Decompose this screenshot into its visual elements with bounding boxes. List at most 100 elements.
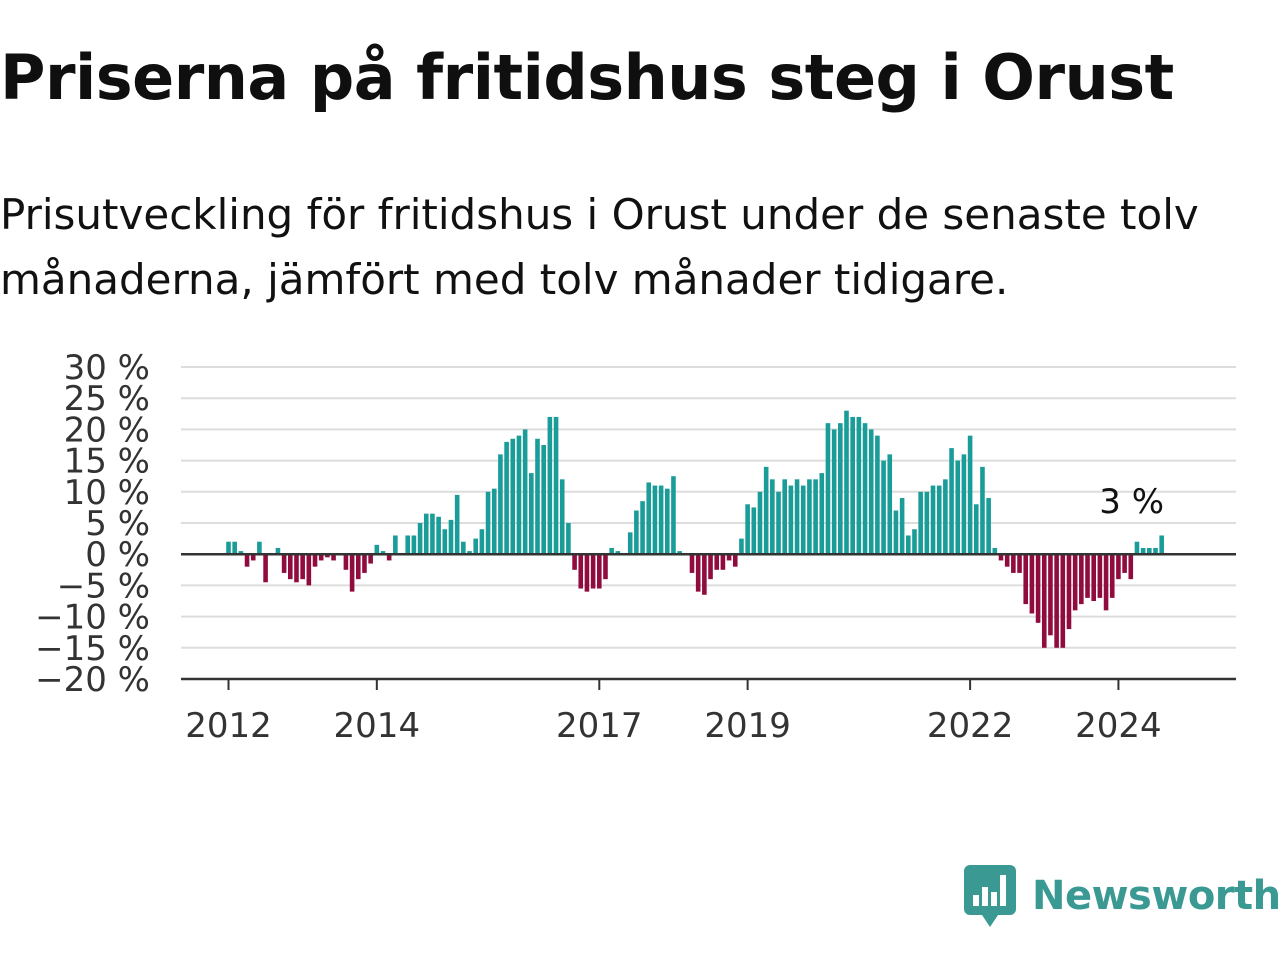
bar [244,554,250,567]
grid-lines [181,366,1236,649]
bar [516,435,522,555]
x-tick-label: 2019 [704,706,791,746]
bar [862,423,868,555]
bar [1109,554,1115,598]
bars [226,410,1164,648]
bar [819,473,825,555]
bar [294,554,299,583]
bar [553,416,559,555]
bar [652,485,658,555]
bar [634,510,639,555]
x-tick-label: 2022 [927,706,1014,746]
bar [442,529,448,555]
bar [788,485,794,555]
newsworthy-logo: Newsworthy [964,864,1280,928]
axes [181,552,1236,690]
bar [584,554,590,592]
bar [331,554,336,561]
bar [510,438,516,555]
bar [627,532,633,555]
bar [770,479,775,555]
bar [1116,554,1121,580]
bar [1085,554,1090,598]
latest-value-annotation: 3 % [1099,482,1164,522]
bar [405,535,411,555]
bar [1060,554,1066,648]
y-tick-label: −15 % [35,629,150,669]
bar [411,535,417,555]
bar [535,438,540,555]
bar [726,554,732,561]
bar [355,554,361,580]
bar [918,491,923,555]
bar [559,479,565,555]
x-tick-label: 2024 [1075,706,1162,746]
bar [702,554,707,595]
bar [1097,554,1103,598]
bar [930,485,936,555]
bar [943,479,948,555]
bar [547,416,553,555]
bar [875,435,880,555]
bar [640,501,645,555]
bar [689,554,695,573]
bar [1134,541,1140,555]
bar [924,491,930,555]
y-tick-label: 25 % [64,379,150,419]
bar [312,554,318,567]
bar [226,541,231,555]
bar [1153,547,1158,555]
y-tick-label: −5 % [57,566,150,606]
bar [368,554,373,564]
bar [800,485,806,555]
bar [955,460,961,555]
bar [850,416,855,555]
bar [343,554,349,570]
bar [448,519,454,555]
bar [529,473,534,555]
bar [887,454,893,555]
bar [393,535,398,555]
bar [658,485,664,555]
bar [1048,554,1053,636]
newsworthy-logo-text: Newsworthy [1032,873,1280,919]
bar [739,538,744,555]
bar [967,435,973,555]
bar [1128,554,1134,580]
bar [998,554,1004,561]
bar [708,554,713,580]
bar [732,554,738,567]
bar [986,498,991,555]
bar [856,416,862,555]
bar [646,482,652,555]
bar [281,554,287,573]
bar [454,494,460,555]
bar [677,551,682,555]
bar [436,516,441,555]
bar [961,454,967,555]
bar [504,441,509,555]
bar [899,498,905,555]
bar [257,541,262,555]
bar [1072,554,1078,611]
bar [473,538,478,555]
bar [763,466,769,555]
bar [807,479,812,555]
bar [250,554,256,561]
bar [695,554,701,592]
bar [572,554,577,570]
bar [578,554,584,589]
y-tick-label: 10 % [64,473,150,513]
y-tick-label: −20 % [35,660,150,700]
bar [491,488,497,555]
bar [306,554,312,586]
bar [1091,554,1096,601]
y-tick-label: −10 % [35,598,150,638]
tick-labels: 30 %25 %20 %15 %10 %5 %0 %−5 %−10 %−15 %… [35,348,1164,746]
bar [603,554,608,580]
bar [430,513,435,555]
bar [664,488,670,555]
bar [745,504,750,555]
y-tick-label: 20 % [64,410,150,450]
bar [757,491,763,555]
